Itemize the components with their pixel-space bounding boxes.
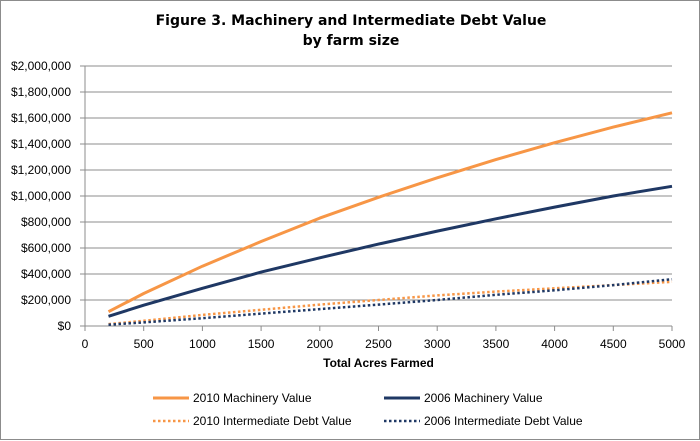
x-tick-label: 2500: [365, 337, 392, 351]
y-tick-label: $600,000: [21, 241, 71, 255]
series-line-2: [108, 184, 673, 318]
legend-label-1: 2010 Machinery Value: [193, 391, 312, 405]
x-tick-label: 1000: [189, 337, 216, 351]
x-tick-label: 5000: [659, 337, 686, 351]
x-tick-label: 3500: [483, 337, 510, 351]
y-tick-label: $200,000: [21, 293, 71, 307]
x-tick-label: 4500: [600, 337, 627, 351]
x-tick-label: 4000: [541, 337, 568, 351]
chart-title-line-1: Figure 3. Machinery and Intermediate Deb…: [155, 13, 547, 29]
y-tick-label: $2,000,000: [11, 59, 71, 73]
series-line-3: [108, 280, 673, 326]
x-axis-label: Total Acres Farmed: [323, 356, 434, 370]
x-tick-label: 3000: [424, 337, 451, 351]
x-tick-label: 0: [82, 337, 89, 351]
y-tick-label: $0: [58, 319, 72, 333]
y-tick-label: $1,000,000: [11, 189, 71, 203]
x-tick-label: 2000: [306, 337, 333, 351]
y-tick-label: $1,600,000: [11, 111, 71, 125]
x-tick-label: 500: [134, 337, 154, 351]
y-tick-label: $800,000: [21, 215, 71, 229]
legend-label-4: 2006 Intermediate Debt Value: [424, 414, 583, 428]
y-tick-label: $1,400,000: [11, 137, 71, 151]
chart-title: Figure 3. Machinery and Intermediate Deb…: [1, 11, 700, 51]
series-line-4: [108, 277, 673, 326]
y-tick-label: $400,000: [21, 267, 71, 281]
chart-title-line-2: by farm size: [302, 33, 400, 49]
legend-label-2: 2006 Machinery Value: [424, 391, 543, 405]
y-tick-label: $1,800,000: [11, 85, 71, 99]
series-line-1: [107, 111, 673, 314]
x-tick-label: 1500: [248, 337, 275, 351]
y-tick-label: $1,200,000: [11, 163, 71, 177]
legend-label-3: 2010 Intermediate Debt Value: [193, 414, 352, 428]
